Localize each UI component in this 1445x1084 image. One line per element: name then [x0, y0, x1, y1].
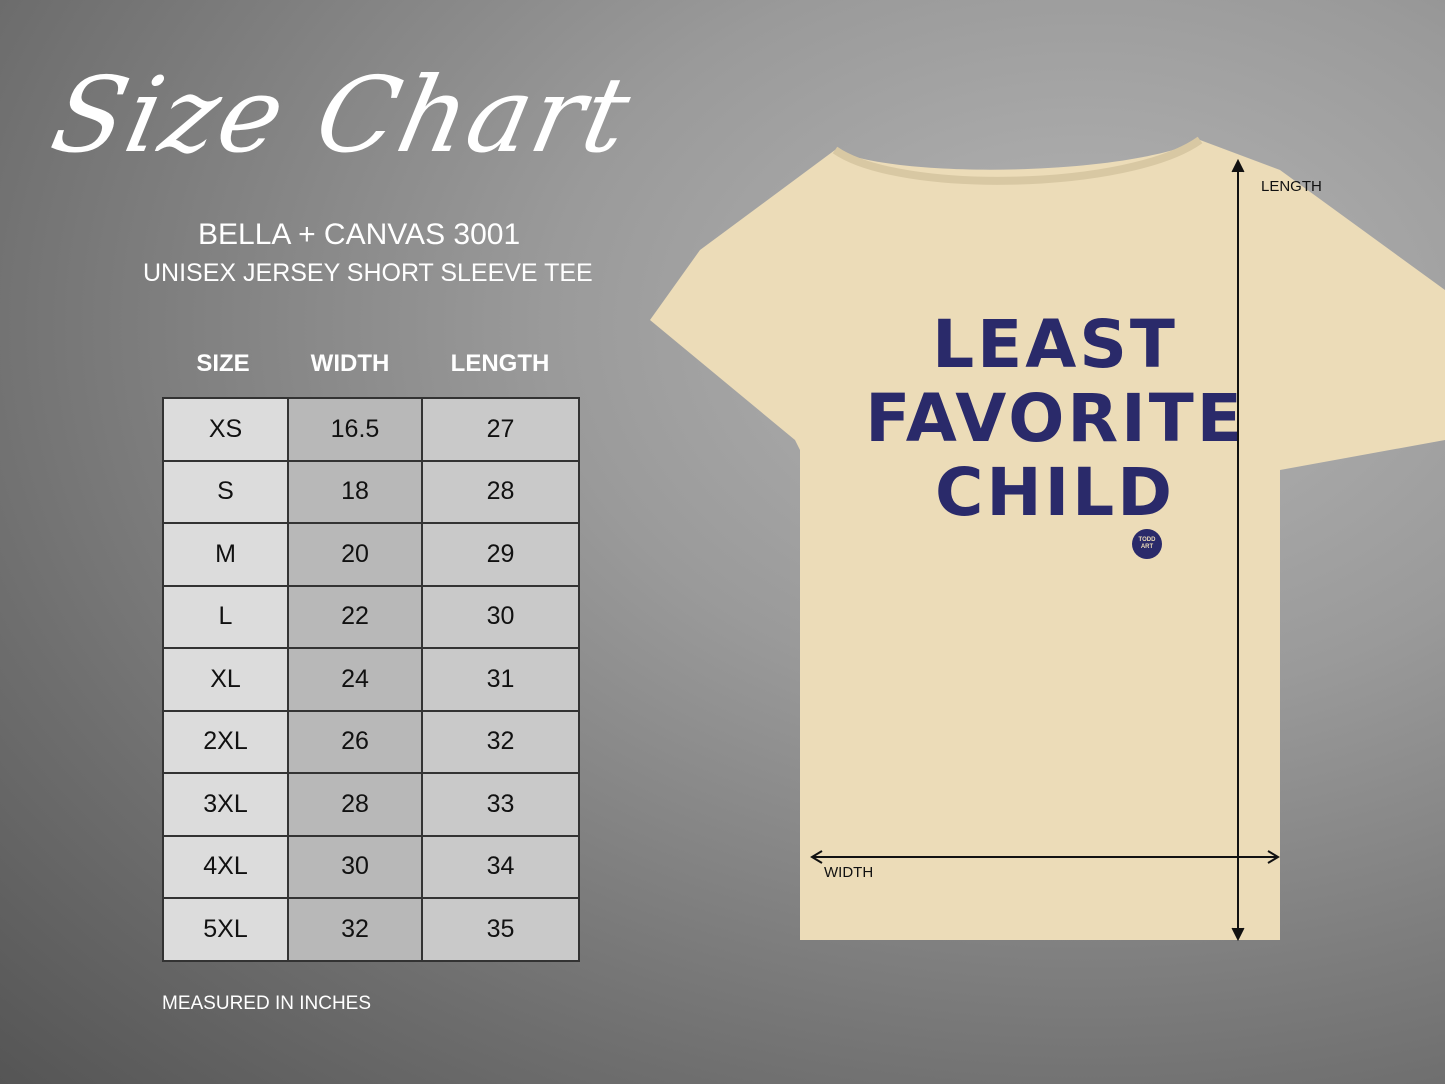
- cell-width: 30: [287, 834, 423, 899]
- cell-length: 31: [421, 647, 580, 712]
- table-row: XS 16.5 27: [162, 397, 580, 462]
- table-row: L 22 30: [162, 584, 580, 649]
- print-line-1: LEAST: [932, 306, 1178, 383]
- product-name: UNISEX JERSEY SHORT SLEEVE TEE: [143, 259, 593, 287]
- cell-length: 33: [421, 772, 580, 837]
- cell-width: 22: [287, 584, 423, 649]
- cell-length: 29: [421, 522, 580, 587]
- cell-width: 18: [287, 459, 423, 524]
- table-row: 4XL 30 34: [162, 834, 580, 899]
- cell-width: 20: [287, 522, 423, 587]
- cell-size: XS: [162, 397, 289, 462]
- cell-width: 32: [287, 897, 423, 962]
- cell-length: 30: [421, 584, 580, 649]
- cell-width: 16.5: [287, 397, 423, 462]
- table-row: S 18 28: [162, 459, 580, 524]
- header-length: LENGTH: [450, 350, 550, 377]
- todd-art-logo: [1132, 529, 1162, 559]
- cell-size: S: [162, 459, 289, 524]
- cell-length: 28: [421, 459, 580, 524]
- logo-text: TODD ART: [1138, 537, 1156, 550]
- tshirt-collar: [832, 136, 1203, 185]
- units-note: MEASURED IN INCHES: [162, 993, 372, 1014]
- length-label: LENGTH: [1261, 178, 1322, 195]
- table-row: 5XL 32 35: [162, 897, 580, 962]
- header-size: SIZE: [196, 350, 250, 377]
- print-line-2: FAVORITE: [865, 380, 1245, 457]
- cell-length: 32: [421, 709, 580, 774]
- cell-size: 4XL: [162, 834, 289, 899]
- cell-width: 28: [287, 772, 423, 837]
- table-row: M 20 29: [162, 522, 580, 587]
- tshirt-body: [650, 140, 1445, 940]
- cell-width: 24: [287, 647, 423, 712]
- cell-length: 27: [421, 397, 580, 462]
- width-arrowheads: [810, 850, 1280, 864]
- cell-size: L: [162, 584, 289, 649]
- cell-size: XL: [162, 647, 289, 712]
- table-row: XL 24 31: [162, 647, 580, 712]
- cell-size: 2XL: [162, 709, 289, 774]
- table-row: 2XL 26 32: [162, 709, 580, 774]
- header-width: WIDTH: [310, 350, 390, 377]
- cell-size: 3XL: [162, 772, 289, 837]
- cell-length: 35: [421, 897, 580, 962]
- print-line-3: CHILD: [934, 454, 1176, 531]
- brand-model: BELLA + CANVAS 3001: [198, 218, 521, 251]
- cell-size: 5XL: [162, 897, 289, 962]
- cell-width: 26: [287, 709, 423, 774]
- table-row: 3XL 28 33: [162, 772, 580, 837]
- width-label: WIDTH: [824, 864, 874, 881]
- length-arrowheads: [1231, 158, 1245, 942]
- cell-size: M: [162, 522, 289, 587]
- cell-length: 34: [421, 834, 580, 899]
- size-table: XS 16.5 27 S 18 28 M 20 29 L 22 30 XL 24 31 2XL 26 32 3XL 2…: [162, 397, 580, 962]
